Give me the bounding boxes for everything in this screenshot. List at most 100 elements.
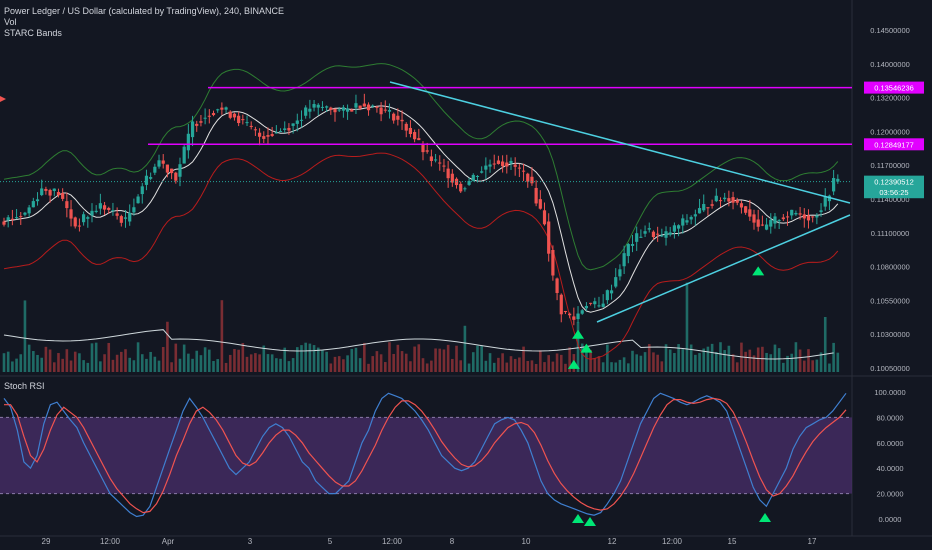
volume-bar: [266, 354, 270, 372]
volume-bar: [149, 351, 152, 372]
candle-body: [526, 173, 530, 182]
price-tick-label: 0.10300000: [870, 330, 910, 339]
volume-bar: [769, 354, 773, 372]
candle-body: [408, 127, 413, 135]
candle-body: [132, 207, 136, 213]
volume-bar: [752, 355, 756, 372]
candle-body: [656, 233, 660, 235]
volume-bar: [430, 360, 433, 372]
candle-body: [61, 193, 65, 199]
candle-body: [23, 212, 27, 215]
volume-bar: [635, 354, 638, 372]
volume-indicator-label[interactable]: Vol: [4, 17, 17, 27]
starc-bands-label[interactable]: STARC Bands: [4, 28, 62, 38]
candle-body: [769, 219, 773, 227]
candle-body: [731, 197, 735, 203]
volume-bar: [622, 357, 626, 372]
price-tick-label: 0.14000000: [870, 60, 910, 69]
volume-bar: [275, 358, 278, 372]
candle-body: [19, 216, 23, 218]
volume-bar: [103, 354, 106, 372]
volume-bar: [65, 349, 69, 372]
time-tick-label: 5: [328, 537, 333, 546]
volume-bar: [296, 347, 299, 372]
price-tick-label: 0.10800000: [870, 263, 910, 272]
candle-body: [421, 144, 425, 153]
candle-body: [333, 108, 337, 113]
candle-body: [102, 205, 107, 210]
volume-bar: [509, 356, 513, 372]
candle-body: [811, 216, 815, 218]
candle-body: [375, 106, 379, 108]
candle-body: [371, 105, 375, 107]
volume-bar: [727, 345, 731, 372]
candle-body: [413, 132, 417, 140]
volume-bar: [819, 352, 823, 372]
stoch-rsi-line: [4, 397, 847, 514]
candle-body: [291, 123, 295, 126]
volume-bar: [11, 361, 14, 372]
candle-body: [660, 235, 664, 237]
chart-legend: Power Ledger / US Dollar (calculated by …: [4, 6, 284, 39]
candle-body: [27, 207, 31, 214]
volume-bar: [316, 347, 320, 372]
candle-body: [241, 119, 245, 121]
candle-body: [396, 115, 400, 120]
candle-body: [727, 198, 731, 202]
volume-bar: [480, 345, 483, 372]
volume-bar: [606, 344, 609, 372]
candle-body: [195, 123, 199, 126]
buy-signal-arrow-icon: [752, 266, 765, 276]
volume-bar: [710, 343, 714, 372]
stoch-rsi-line: [3, 392, 847, 518]
time-tick-label: 15: [728, 537, 737, 546]
volume-bar: [124, 349, 127, 372]
symbol-title[interactable]: Power Ledger / US Dollar (calculated by …: [4, 6, 284, 16]
volume-bar: [647, 344, 651, 372]
candle-body: [635, 233, 639, 242]
price-tick-label: 0.11100000: [871, 229, 910, 238]
candle-body: [136, 196, 140, 204]
volume-bar: [291, 358, 295, 372]
volume-bar: [731, 354, 735, 372]
volume-bar: [2, 353, 6, 372]
volume-bar: [166, 321, 169, 372]
price-tick-label: 0.10050000: [870, 364, 910, 373]
volume-bar: [559, 354, 563, 372]
volume-bar: [589, 349, 592, 372]
candle-body: [450, 173, 454, 183]
stoch-rsi-label[interactable]: Stoch RSI: [4, 381, 45, 391]
time-tick-label: Apr: [162, 537, 175, 546]
volume-bar: [36, 354, 39, 372]
candle-body: [94, 210, 98, 213]
candle-body: [484, 165, 488, 170]
buy-signal-arrow-icon: [567, 359, 580, 369]
volume-bar: [518, 357, 521, 372]
candle-body: [178, 164, 182, 177]
candle-body: [438, 162, 442, 164]
volume-bar: [698, 353, 701, 372]
candle-body: [584, 305, 589, 309]
candle-body: [174, 172, 178, 181]
volume-bar: [547, 355, 550, 372]
candle-body: [572, 316, 576, 320]
starc-middle-band: [3, 105, 839, 313]
volume-bar: [618, 359, 622, 372]
candle-body: [304, 107, 308, 116]
candle-body: [199, 121, 203, 123]
candle-body: [287, 127, 291, 131]
volume-bar: [702, 348, 706, 372]
volume-bar: [438, 348, 442, 372]
candle-body: [111, 210, 115, 212]
volume-bar: [631, 350, 634, 372]
candle-body: [446, 168, 450, 179]
volume-bar: [715, 352, 718, 372]
candle-body: [69, 209, 73, 219]
candle-body: [815, 215, 819, 218]
candle-body: [576, 313, 580, 320]
volume-bar: [463, 325, 467, 372]
volume-bar: [639, 355, 643, 372]
volume-bar: [828, 363, 831, 372]
